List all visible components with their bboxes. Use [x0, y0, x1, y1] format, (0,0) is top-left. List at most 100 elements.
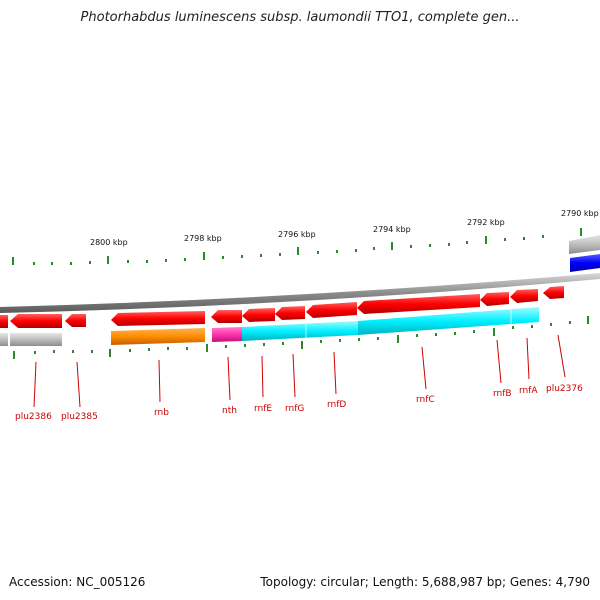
gene-label-rnfC: rnfC — [416, 395, 435, 405]
tick-mark — [297, 247, 299, 255]
tick-mark — [523, 237, 525, 240]
gene-arrow — [211, 310, 242, 323]
gene-label-rnfB: rnfB — [493, 389, 512, 399]
gene-label-rnfE: rnfE — [254, 404, 272, 414]
tick-mark — [203, 252, 205, 260]
reverse-strand-features — [0, 307, 539, 346]
tick-mark — [244, 344, 246, 347]
tick-mark — [148, 348, 150, 351]
tick-mark — [485, 236, 487, 244]
leader-line — [292, 353, 296, 398]
gene-label-rnb: rnb — [154, 408, 169, 418]
tick-mark — [186, 347, 188, 350]
tick-mark — [355, 249, 357, 252]
tick-mark — [397, 335, 399, 343]
tick-mark — [587, 316, 589, 324]
gene-arrow — [111, 311, 205, 326]
tick-mark — [89, 261, 91, 264]
tick-mark — [225, 345, 227, 348]
gene-arrow — [0, 315, 8, 328]
tick-mark — [70, 262, 72, 265]
leader-line — [76, 361, 81, 408]
leader-line — [261, 355, 264, 398]
tick-mark — [53, 350, 55, 353]
tick-mark — [377, 337, 379, 340]
gene-label-rnfG: rnfG — [285, 404, 304, 414]
map-title: Photorhabdus luminescens subsp. laumondi… — [80, 10, 520, 25]
tick-mark — [109, 349, 111, 357]
tick-mark — [493, 328, 495, 336]
tick-mark — [206, 344, 208, 352]
accession-label: Accession: NC_005126 — [9, 575, 146, 589]
leader-line — [333, 351, 337, 395]
scale-label: 2790 kbp — [561, 209, 599, 218]
gene-arrow — [480, 292, 509, 306]
gene-label-plu2376: plu2376 — [546, 384, 583, 394]
genome-backbone — [0, 273, 600, 313]
gene-block-rnf — [242, 321, 358, 341]
tick-mark — [129, 349, 131, 352]
tick-mark — [435, 333, 437, 336]
tick-mark — [107, 256, 109, 264]
leader-line — [158, 359, 161, 403]
tick-mark — [512, 326, 514, 329]
gene-label-plu2385: plu2385 — [61, 412, 98, 422]
tick-mark — [279, 253, 281, 256]
inner-ticks — [13, 316, 589, 359]
gene-block-grey — [10, 333, 62, 346]
scale-labels: 2800 kbp 2798 kbp 2796 kbp 2794 kbp 2792… — [90, 209, 599, 247]
gene-block-grey — [0, 333, 8, 346]
gene-arrow — [306, 302, 357, 318]
tick-mark — [339, 339, 341, 342]
tick-mark — [410, 245, 412, 248]
gene-arrow — [543, 286, 564, 299]
tick-mark — [336, 250, 338, 253]
gene-label-plu2386: plu2386 — [15, 412, 52, 422]
tick-mark — [391, 242, 393, 250]
leader-line — [421, 346, 427, 390]
feature-grey-topright — [569, 235, 600, 254]
tick-mark — [165, 259, 167, 262]
feature-blue-topright — [570, 254, 600, 272]
gene-block-nth — [212, 327, 242, 342]
gene-arrow — [65, 314, 86, 327]
tick-mark — [51, 262, 53, 265]
tick-mark — [260, 254, 262, 257]
tick-mark — [466, 241, 468, 244]
tick-mark — [184, 258, 186, 261]
scale-label: 2794 kbp — [373, 225, 411, 234]
tick-mark — [72, 350, 74, 353]
tick-mark — [454, 332, 456, 335]
leader-line — [227, 356, 231, 401]
tick-mark — [580, 228, 582, 236]
tick-mark — [13, 351, 15, 359]
tick-mark — [222, 256, 224, 259]
tick-mark — [358, 338, 360, 341]
gene-arrow — [242, 308, 275, 322]
tick-mark — [504, 238, 506, 241]
tick-mark — [301, 341, 303, 349]
tick-mark — [167, 347, 169, 350]
leader-line — [526, 337, 530, 380]
gene-label-nth: nth — [222, 406, 237, 416]
tick-mark — [317, 251, 319, 254]
leader-line — [496, 339, 502, 384]
gene-arrow — [10, 314, 62, 328]
scale-label: 2792 kbp — [467, 218, 505, 227]
gene-arrow — [275, 306, 305, 320]
gene-label-rnfA: rnfA — [519, 386, 538, 396]
tick-mark — [320, 340, 322, 343]
tick-mark — [550, 323, 552, 326]
tick-mark — [569, 321, 571, 324]
tick-mark — [91, 350, 93, 353]
gene-label-rnfD: rnfD — [327, 400, 346, 410]
tick-mark — [542, 235, 544, 238]
gene-block-rnb — [111, 328, 205, 345]
gene-labels: plu2386 plu2385 rnb nth rnfE rnfG rnfD r… — [15, 384, 583, 422]
tick-mark — [34, 351, 36, 354]
tick-mark — [146, 260, 148, 263]
tick-mark — [448, 243, 450, 246]
tick-mark — [241, 255, 243, 258]
